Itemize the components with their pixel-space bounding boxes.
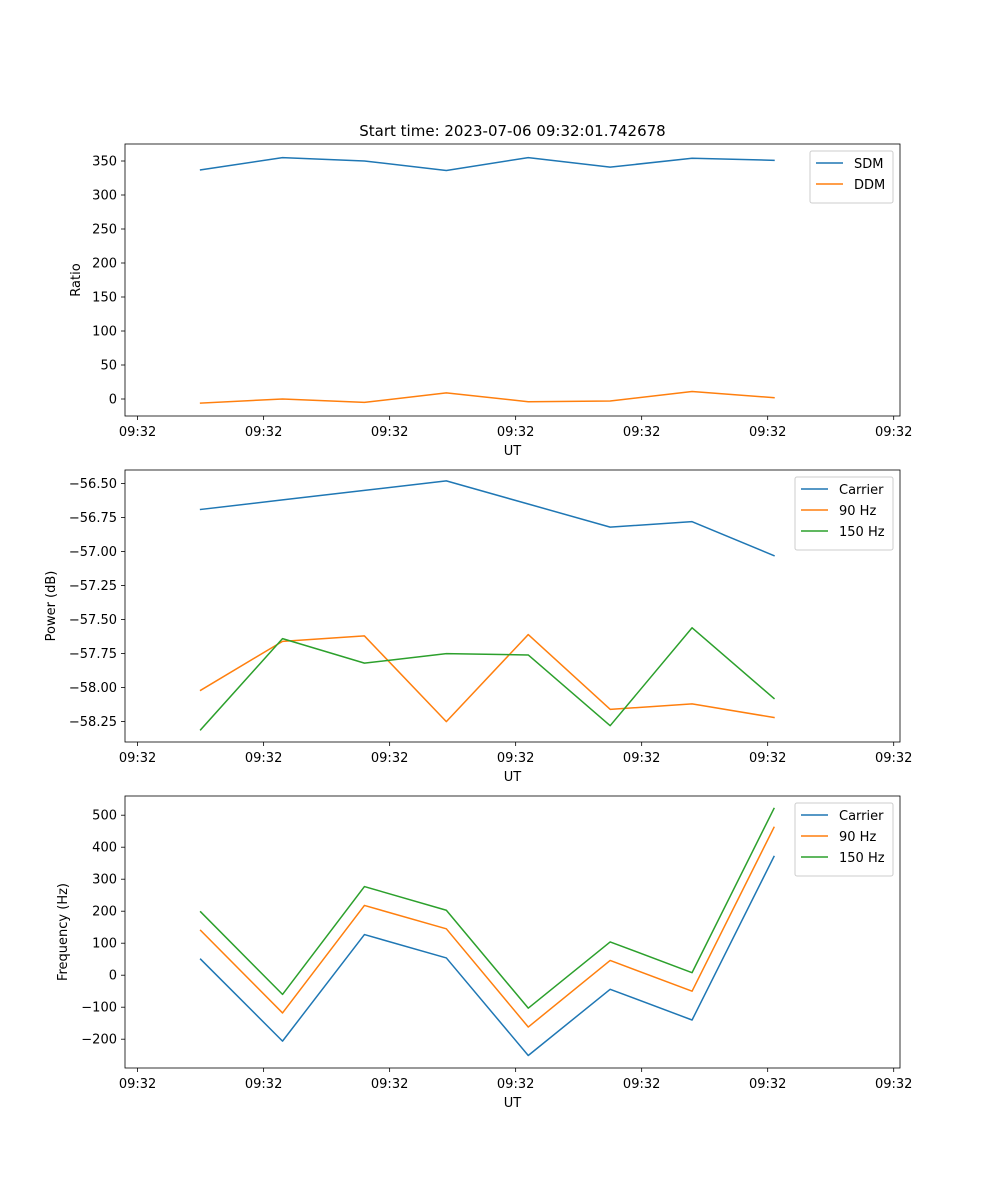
ratio-y-tick-label: 0	[109, 393, 117, 408]
ratio-legend-label: DDM	[854, 178, 885, 193]
ratio-series-sdm-line	[199, 156, 775, 172]
power-y-tick-label: −58.25	[69, 715, 117, 730]
frequency-y-tick-label: −100	[81, 1001, 117, 1016]
ratio-y-tick-label: 300	[92, 189, 117, 204]
power-legend-label: 90 Hz	[839, 504, 876, 519]
power-y-tick-label: −58.00	[69, 681, 117, 696]
frequency-y-axis-label: Frequency (Hz)	[56, 883, 71, 981]
frequency-x-tick-label: 09:32	[749, 1077, 786, 1092]
frequency-legend-label: 90 Hz	[839, 830, 876, 845]
ratio-y-tick-label: 350	[92, 155, 117, 170]
frequency-y-tick-label: 300	[92, 873, 117, 888]
power-y-tick-label: −57.00	[69, 545, 117, 560]
power-y-tick-label: −56.50	[69, 477, 117, 492]
ratio-legend	[809, 150, 894, 204]
frequency-x-tick-label: 09:32	[623, 1077, 660, 1092]
frequency-y-tick-label: 100	[92, 937, 117, 952]
power-x-tick-label: 09:32	[623, 751, 660, 766]
frequency-y-tick-label: 200	[92, 905, 117, 920]
frequency-x-axis-label: UT	[504, 1096, 522, 1111]
frequency-y-tick-label: 0	[109, 969, 117, 984]
ratio-legend-label: SDM	[854, 157, 883, 172]
frequency-x-tick-label: 09:32	[245, 1077, 282, 1092]
subplot-ratio: 09:3209:3209:3209:3209:3209:3209:3209:33…	[69, 143, 912, 459]
power-x-tick-label: 09:32	[119, 751, 156, 766]
ratio-axes-frame	[124, 143, 901, 417]
power-series-carrier-line	[199, 480, 775, 557]
power-x-tick-label: 09:32	[245, 751, 282, 766]
power-x-tick-label: 09:32	[875, 751, 912, 766]
subplot-frequency: 09:3209:3209:3209:3209:3209:3209:3209:33…	[56, 795, 912, 1111]
power-series-90-hz-line	[199, 633, 775, 723]
ratio-y-tick-label: 200	[92, 257, 117, 272]
power-y-tick-label: −57.50	[69, 613, 117, 628]
ratio-x-tick-label: 09:32	[749, 425, 786, 440]
frequency-series-150-hz-line	[199, 807, 775, 1009]
ratio-x-tick-label: 09:32	[623, 425, 660, 440]
ratio-x-tick-label: 09:32	[245, 425, 282, 440]
power-x-tick-label: 09:32	[497, 751, 534, 766]
power-series-150-hz-line	[199, 627, 776, 731]
power-y-tick-label: −57.25	[69, 579, 117, 594]
ratio-x-tick-label: 09:32	[497, 425, 534, 440]
power-x-axis-label: UT	[504, 770, 522, 785]
ratio-x-tick-label: 09:32	[371, 425, 408, 440]
power-x-tick-label: 09:32	[749, 751, 786, 766]
ratio-x-tick-label: 09:32	[875, 425, 912, 440]
frequency-x-tick-label: 09:32	[119, 1077, 156, 1092]
ratio-y-tick-label: 100	[92, 325, 117, 340]
chart-title: Start time: 2023-07-06 09:32:01.742678	[359, 122, 665, 140]
frequency-legend-label: Carrier	[839, 809, 884, 824]
power-axes-frame	[124, 469, 901, 743]
power-legend-label: Carrier	[839, 483, 884, 498]
ratio-x-tick-label: 09:32	[119, 425, 156, 440]
subplot-power: 09:3209:3209:3209:3209:3209:3209:3209:33…	[44, 469, 912, 785]
ratio-y-tick-label: 50	[100, 359, 117, 374]
ratio-y-tick-label: 150	[92, 291, 117, 306]
frequency-series-90-hz-line	[199, 826, 775, 1028]
frequency-y-tick-label: −200	[81, 1033, 117, 1048]
power-legend-label: 150 Hz	[839, 525, 885, 540]
frequency-series-carrier-line	[199, 855, 775, 1057]
frequency-x-tick-label: 09:32	[371, 1077, 408, 1092]
frequency-axes-frame	[124, 795, 901, 1069]
frequency-y-tick-label: 500	[92, 809, 117, 824]
power-y-tick-label: −57.75	[69, 647, 117, 662]
frequency-legend-label: 150 Hz	[839, 851, 885, 866]
frequency-y-tick-label: 400	[92, 841, 117, 856]
frequency-x-tick-label: 09:32	[497, 1077, 534, 1092]
power-y-axis-label: Power (dB)	[44, 571, 59, 642]
ratio-y-tick-label: 250	[92, 223, 117, 238]
ratio-y-axis-label: Ratio	[69, 263, 84, 296]
power-x-tick-label: 09:32	[371, 751, 408, 766]
power-y-tick-label: −56.75	[69, 511, 117, 526]
ratio-x-axis-label: UT	[504, 444, 522, 459]
frequency-x-tick-label: 09:32	[875, 1077, 912, 1092]
ratio-series-ddm-line	[199, 390, 775, 404]
